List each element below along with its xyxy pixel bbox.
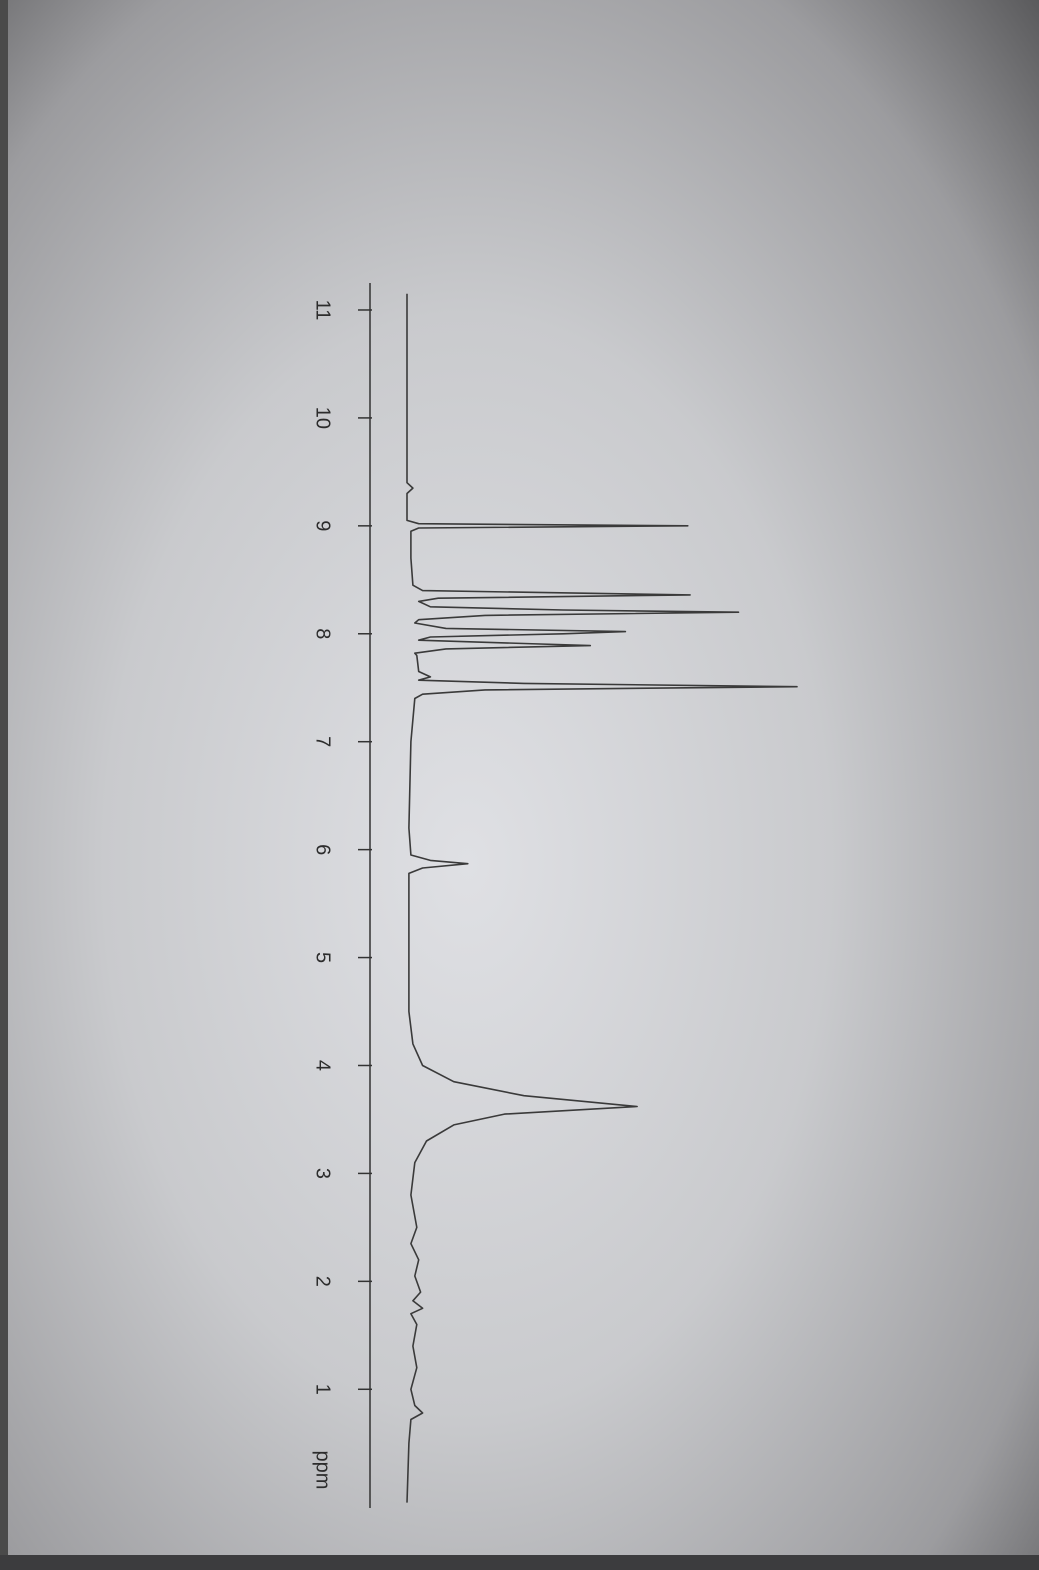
chart: ppm 11 10 9 8 7 6 5 4 3 2 1	[0, 0, 1039, 1570]
x-tick-label: 11	[312, 300, 334, 321]
x-tick-label: 9	[312, 520, 334, 531]
x-axis-label: ppm	[312, 1451, 334, 1490]
photo-edge	[0, 0, 8, 1570]
x-tick-label: 2	[312, 1276, 334, 1287]
x-tick-label: 10	[312, 407, 334, 429]
x-tick-label: 4	[312, 1060, 334, 1071]
spectrum-line	[407, 294, 797, 1503]
x-tick-label: 1	[312, 1384, 334, 1395]
x-tick-label: 8	[312, 628, 334, 639]
photo-edge	[0, 1555, 1039, 1570]
x-tick-label: 7	[312, 736, 334, 747]
x-tick-label: 3	[312, 1168, 334, 1179]
x-tick-label: 6	[312, 844, 334, 855]
x-tick-label: 5	[312, 952, 334, 963]
